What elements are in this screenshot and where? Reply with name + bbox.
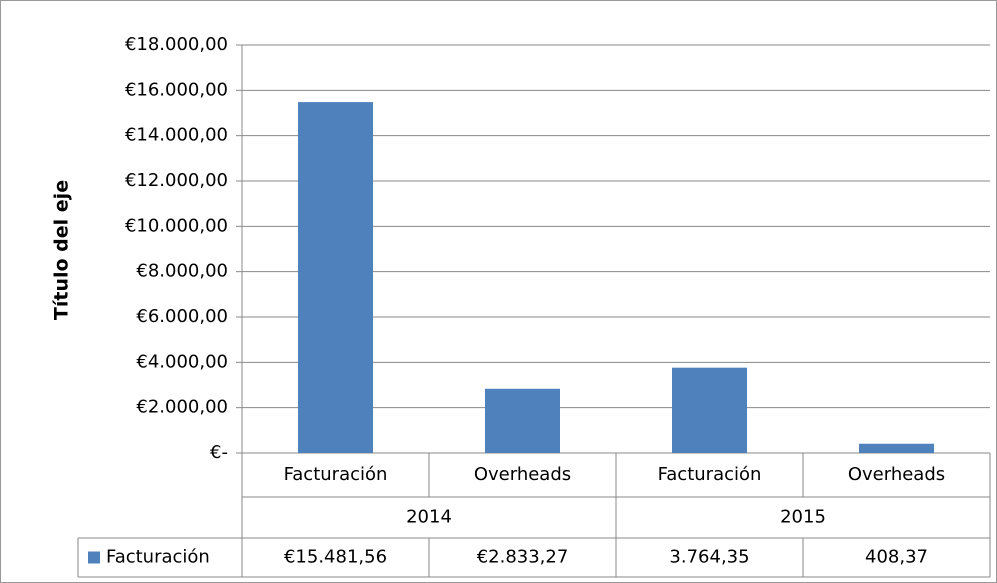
table-value: 408,37 [865, 547, 928, 568]
table-value: €2.833,27 [477, 547, 569, 568]
y-tick-label: €12.000,00 [125, 170, 228, 191]
table-value: 3.764,35 [669, 547, 749, 568]
bar [298, 102, 373, 453]
y-tick-label: €14.000,00 [125, 125, 228, 146]
y-tick-label: €6.000,00 [136, 306, 228, 327]
y-tick-label: €8.000,00 [136, 261, 228, 282]
legend-label: Facturación [106, 547, 210, 568]
y-tick-label: €4.000,00 [136, 351, 228, 372]
bar [859, 443, 934, 453]
group-label: 2014 [406, 507, 452, 528]
x-tick-label: Facturación [284, 464, 388, 485]
y-tick-label: €18.000,00 [125, 34, 228, 55]
group-label: 2015 [780, 507, 826, 528]
y-tick-label: €2.000,00 [136, 397, 228, 418]
legend-key [88, 551, 100, 564]
table-value: €15.481,56 [284, 547, 387, 568]
bar [672, 367, 747, 453]
bar [485, 388, 560, 453]
x-tick-label: Overheads [848, 464, 945, 485]
y-tick-label: €16.000,00 [125, 79, 228, 100]
x-tick-label: Facturación [658, 464, 762, 485]
x-tick-label: Overheads [474, 464, 571, 485]
y-axis-label: Título del eje [51, 180, 73, 320]
y-tick-label: €- [210, 442, 228, 463]
y-tick-label: €10.000,00 [125, 215, 228, 236]
